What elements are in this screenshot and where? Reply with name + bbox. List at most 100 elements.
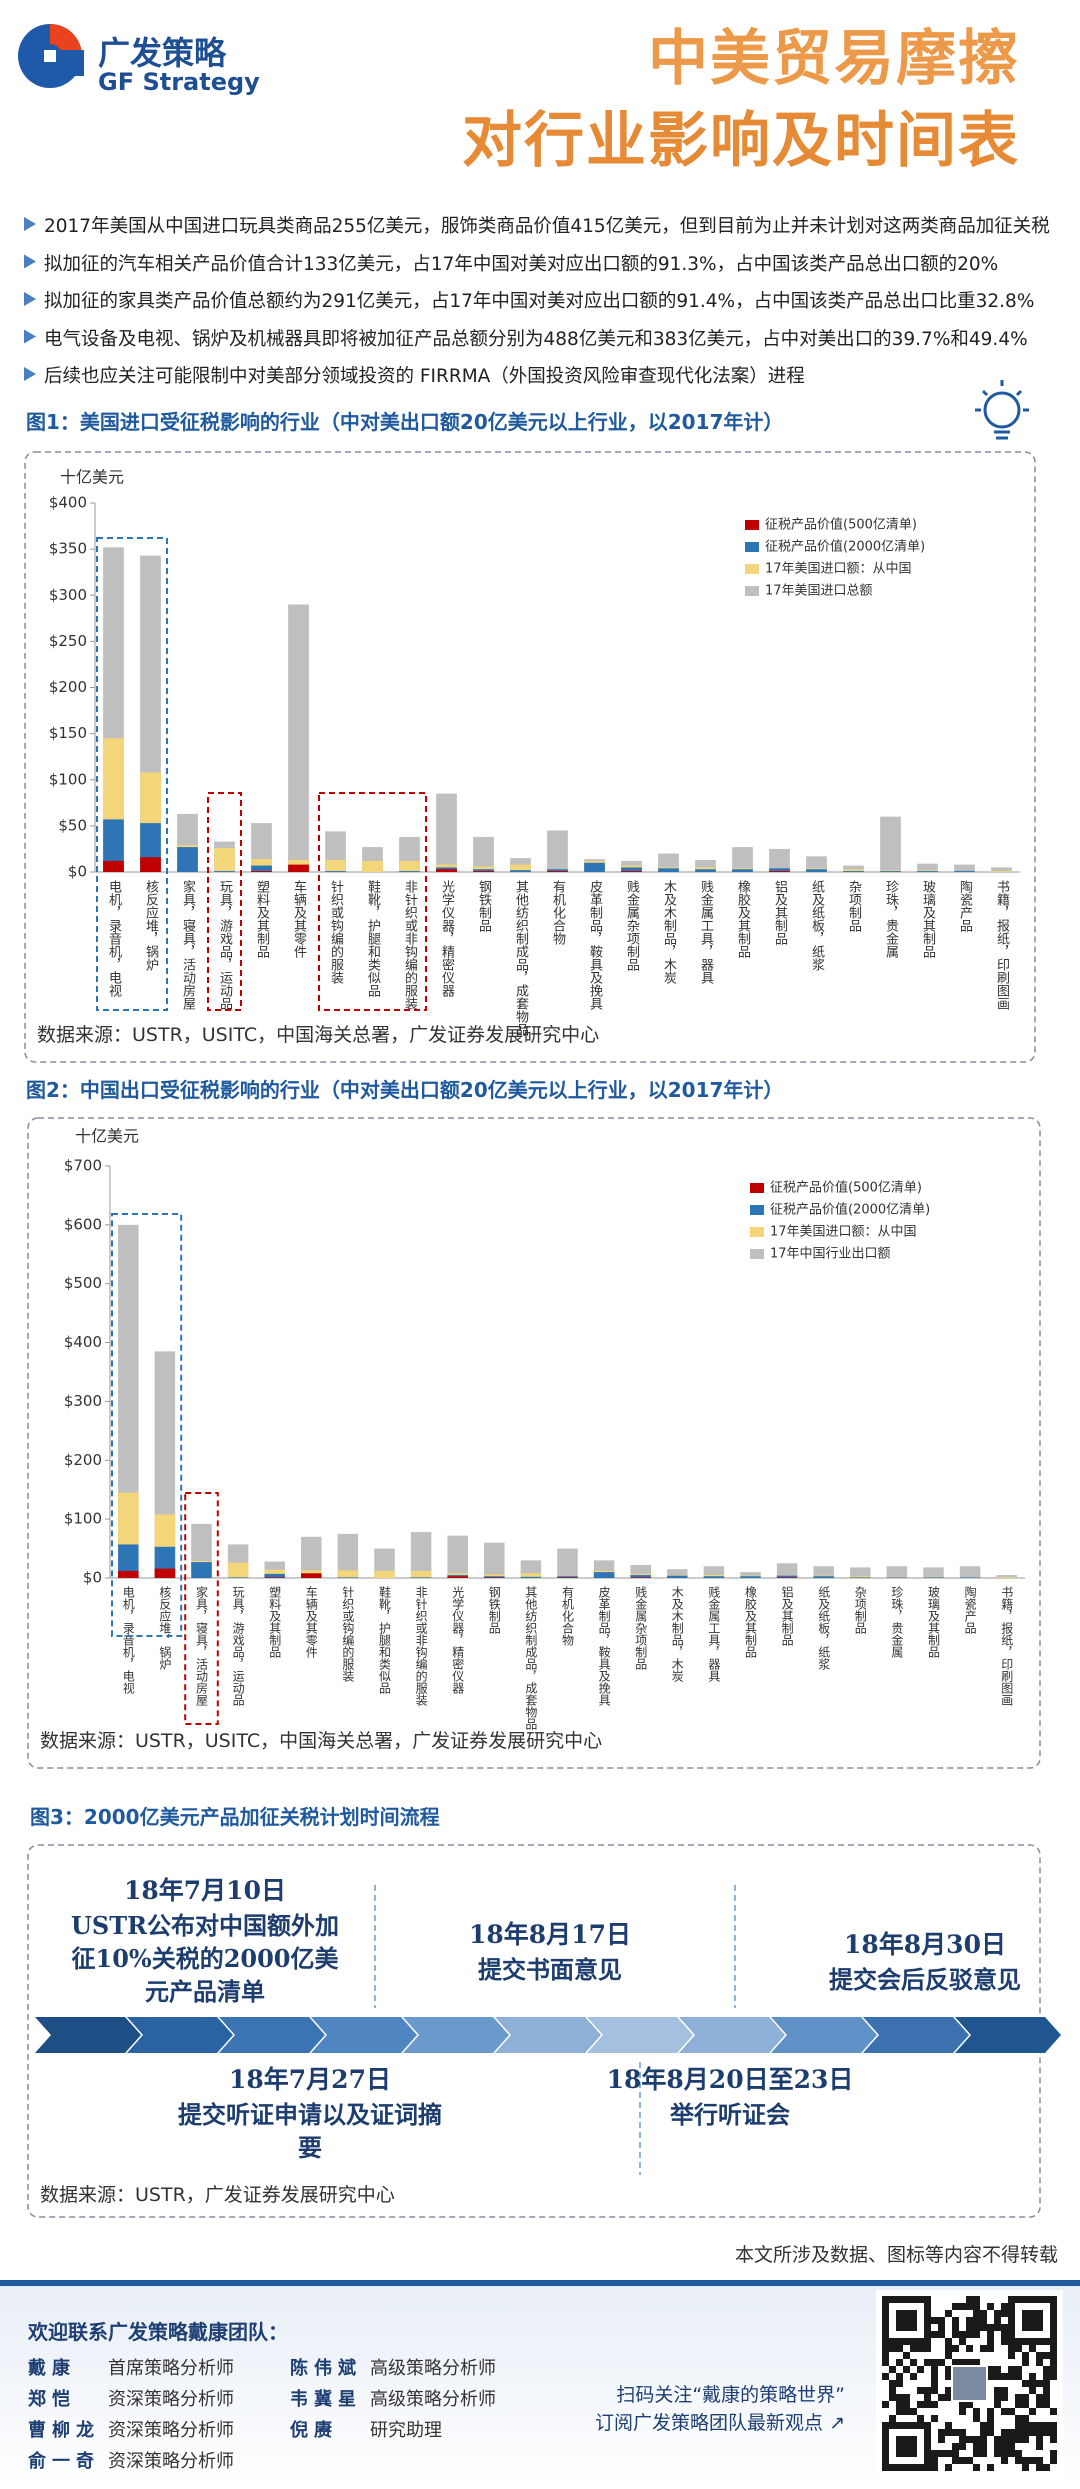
bar [447,1576,468,1578]
brand: 广发策略 [98,34,227,72]
qr-module [924,2443,931,2450]
qr-module [952,2324,959,2331]
qr-module [1050,2296,1057,2303]
qr-module [987,2338,994,2345]
qr-module [987,2415,994,2422]
legend-label: 17年美国进口额：从中国 [770,1225,917,1240]
bar [288,864,309,872]
qr-module [1050,2373,1057,2380]
y-tick-label: $300 [49,586,87,604]
qr-module [966,2324,973,2331]
bar [473,836,494,872]
qr-module [966,2359,973,2366]
qr-module [987,2464,994,2471]
timeline-chevron [679,2017,785,2053]
qr-module [994,2450,1001,2457]
qr-module [903,2401,910,2408]
qr-module [1001,2387,1008,2394]
qr-module [1050,2450,1057,2457]
bar [630,1577,651,1578]
bar [593,1572,615,1578]
qr-module [903,2450,910,2457]
bar [118,1224,139,1578]
qr-module [931,2387,938,2394]
bar [732,847,753,872]
bar [399,860,420,872]
bar [813,1576,834,1578]
member-role: 资深策略分析师 [108,2389,234,2410]
bar [251,871,272,872]
qr-module [917,2296,924,2303]
qr-module [973,2415,980,2422]
bar [806,856,827,872]
qr-module [1043,2352,1050,2359]
bar [991,867,1012,872]
qr-module [1008,2331,1015,2338]
qr-module [1036,2443,1043,2450]
y-tick-label: $400 [64,1333,102,1351]
bar [843,865,864,872]
qr-module [980,2443,987,2450]
qr-module [1029,2408,1036,2415]
qr-module [945,2310,952,2317]
bar [410,1570,432,1578]
qr-module [924,2422,931,2429]
bar [584,862,605,872]
qr-module [1022,2296,1029,2303]
y-tick-label: $150 [49,724,87,742]
qr-module [959,2443,966,2450]
qr-module [931,2401,938,2408]
y-tick-label: $350 [49,540,87,558]
timeline-event: 18年8月30日 提交会后反驳意见 [775,1927,1075,1996]
qr-module [1022,2359,1029,2366]
bar [630,1575,651,1578]
bar [667,1575,688,1578]
member-name: 郑恺 [28,2389,76,2410]
x-tick-label: 非针织或非钩编的服装 [414,1586,428,1707]
x-tick-label: 书籍，报纸，印刷图画 [1000,1586,1014,1706]
x-tick-label: 贱金属杂项制品 [634,1586,648,1670]
qr-module [959,2359,966,2366]
event-date: 18年8月17日 [469,1920,631,1949]
y-tick-label: $0 [68,863,87,881]
x-tick-label: 珍珠，贵金属 [890,1586,904,1659]
x-tick-label: 铝及其制品 [772,880,788,945]
qr-module [1036,2317,1043,2324]
qr-module [1015,2436,1022,2443]
qr-module [1001,2408,1008,2415]
team-title: 欢迎联系广发策略戴康团队： [28,2320,288,2344]
bar [740,1572,761,1578]
qr-module [994,2373,1001,2380]
bar [776,1577,798,1578]
qr-module [1001,2450,1008,2457]
qr-module [1008,2443,1015,2450]
qr-module [917,2464,924,2471]
bar [154,1568,176,1578]
qr-module [952,2429,959,2436]
qr-module [1001,2394,1008,2401]
qr-module [924,2296,931,2303]
qr-module [973,2408,980,2415]
bar [288,604,309,872]
bar [843,869,864,872]
bullet: 电气设备及电视、锅炉及机械器具即将被加征产品总额分别为488亿美元和383亿美元… [44,328,1028,350]
qr-module [952,2303,959,2310]
qr-module [882,2436,889,2443]
chart-title: 图2：中国出口受征税影响的行业（中对美出口额20亿美元以上行业，以2017年计） [26,1078,784,1102]
qr-module [1036,2457,1043,2464]
bar [776,1563,798,1578]
qr-module [1036,2352,1043,2359]
qr-module [994,2317,1001,2324]
legend-label: 17年美国进口额：从中国 [765,562,912,577]
qr-module [1008,2352,1015,2359]
qr-module [952,2317,959,2324]
qr-module [973,2303,980,2310]
qr-module [1036,2422,1043,2429]
qr-module [903,2338,910,2345]
qr-module [896,2345,903,2352]
bar [484,1577,505,1578]
bar [484,1542,505,1578]
bar [732,869,753,872]
qr-module [1001,2310,1008,2317]
